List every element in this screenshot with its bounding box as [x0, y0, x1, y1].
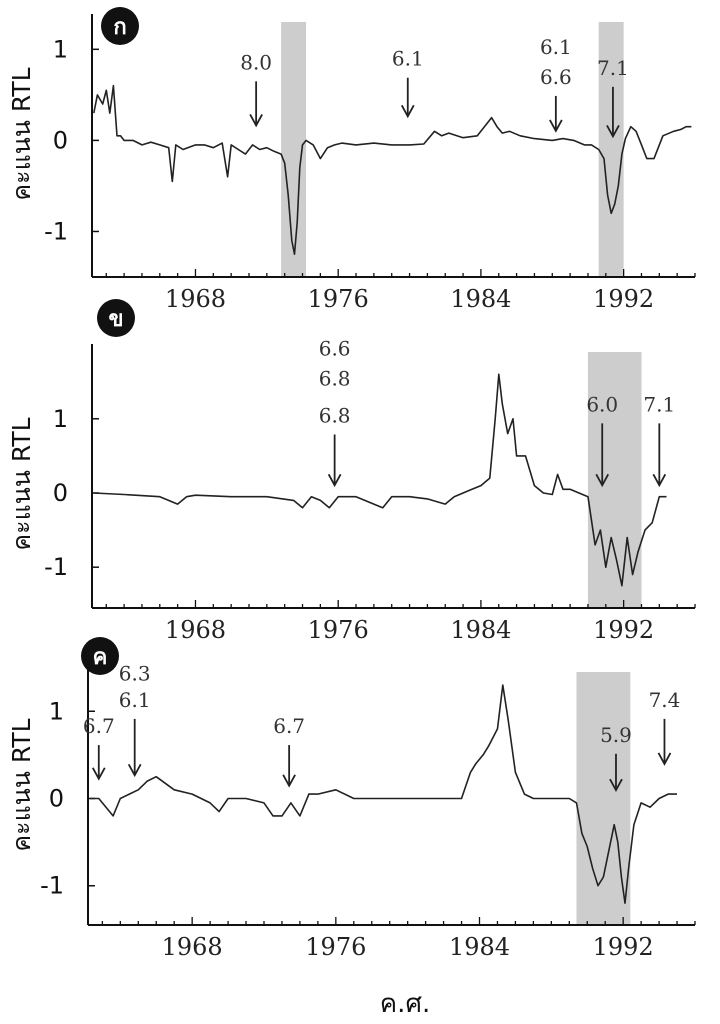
- x-tick-label: 1976: [308, 285, 369, 313]
- y-tick-label: -1: [40, 872, 64, 900]
- panel-badge: [101, 7, 139, 45]
- y-axis-label: คะแนน RTL: [7, 67, 36, 200]
- y-axis-label: คะแนน RTL: [7, 718, 36, 851]
- panel-badge-label: ค: [93, 645, 108, 670]
- chart-panel-1: 1968 1976 1984 1992 -1 0 1 คะแนน RTL 8.0 6.1 6.1 6.…: [7, 7, 696, 313]
- x-tick-label: 1976: [308, 616, 369, 644]
- x-tick-label: 1968: [165, 616, 226, 644]
- x-tick-label: 1992: [593, 285, 654, 313]
- annotation-arrowhead: [91, 767, 106, 781]
- y-axis-label: คะแนน RTL: [7, 417, 36, 550]
- shaded-region: [576, 672, 631, 925]
- annotation-arrowhead: [127, 763, 142, 778]
- y-tick-label: 0: [53, 126, 68, 154]
- annotation-label: 7.1: [597, 56, 629, 80]
- annotation-arrowhead: [249, 114, 263, 128]
- annotation-label: 6.8: [319, 366, 351, 390]
- panel-badge-label: ก: [113, 15, 126, 40]
- y-tick-label: -1: [44, 553, 68, 581]
- shaded-region: [598, 22, 624, 277]
- annotation-label: 6.7: [273, 714, 305, 738]
- x-tick-label: 1984: [450, 285, 511, 313]
- annotation-arrowhead: [400, 104, 415, 119]
- annotation-label: 6.6: [540, 65, 572, 89]
- x-tick-label: 1984: [450, 616, 511, 644]
- y-tick-label: 1: [53, 35, 68, 63]
- annotation-label: 7.4: [649, 688, 681, 712]
- annotation-label: 6.1: [392, 47, 424, 71]
- annotation-label: 6.1: [119, 688, 151, 712]
- x-tick-label: 1976: [305, 933, 366, 961]
- annotation-label: 6.3: [119, 662, 151, 686]
- annotation-label: 6.6: [319, 337, 351, 361]
- x-tick-label: 1968: [162, 933, 223, 961]
- annotation-arrowhead: [606, 124, 620, 139]
- annotation-arrowhead: [609, 778, 623, 793]
- y-tick-label: 0: [49, 785, 64, 813]
- annotation-label: 8.0: [240, 50, 272, 74]
- series-line: [93, 373, 667, 587]
- panel-badge-label: ข: [108, 307, 123, 332]
- y-tick-label: 1: [49, 697, 64, 725]
- x-tick-label: 1992: [593, 616, 654, 644]
- y-tick-label: 1: [53, 405, 68, 433]
- annotation-label: 5.9: [600, 723, 632, 747]
- panel-badge: [81, 637, 119, 675]
- shaded-region: [587, 352, 642, 608]
- annotation-arrowhead: [595, 473, 610, 488]
- x-tick-label: 1992: [593, 933, 654, 961]
- annotation-arrowhead: [282, 774, 296, 788]
- annotation-label: 6.1: [540, 35, 572, 59]
- annotation-label: 6.7: [83, 714, 115, 738]
- x-axis-label: ค.ศ.: [380, 989, 430, 1019]
- annotation-arrowhead: [652, 473, 667, 488]
- panel-badge: [97, 299, 135, 337]
- x-tick-label: 1984: [449, 933, 510, 961]
- annotation-label: 6.8: [319, 403, 351, 427]
- series-line: [93, 84, 692, 255]
- annotation-label: 7.1: [643, 392, 675, 416]
- annotation-arrowhead: [657, 752, 672, 766]
- annotation-label: 6.0: [586, 392, 618, 416]
- series-line: [89, 684, 677, 904]
- annotation-arrowhead: [549, 119, 563, 133]
- chart-panel-2: 1968 1976 1984 1992 -1 0 1 คะแนน RTL 6.6 6.8 6.8 6.…: [7, 299, 696, 644]
- x-tick-label: 1968: [165, 285, 226, 313]
- y-tick-label: -1: [44, 217, 68, 245]
- annotation-arrowhead: [327, 473, 342, 488]
- y-tick-label: 0: [53, 479, 68, 507]
